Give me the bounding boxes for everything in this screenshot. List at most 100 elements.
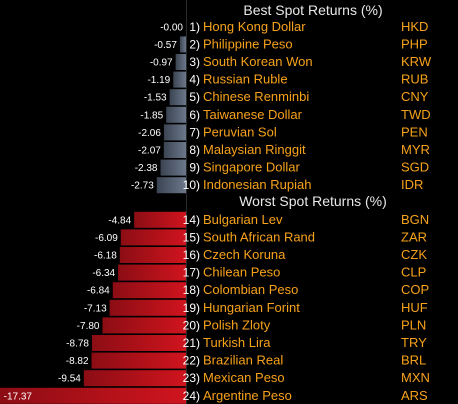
best-value-label-myr: -2.07 xyxy=(138,146,161,157)
worst-currency-name-mxn: Mexican Peso xyxy=(203,370,285,385)
best-bar-pen xyxy=(163,124,186,141)
labels-layer: -0.00 1) Hong Kong Dollar HKD -0.57 2) Philipp… xyxy=(4,19,432,403)
best-currency-code-idr: IDR xyxy=(401,177,423,192)
best-currency-name-sgd: Singapore Dollar xyxy=(203,160,301,175)
best-bar-krw xyxy=(175,54,186,70)
best-currency-code-pen: PEN xyxy=(401,124,428,139)
best-value-label-php: -0.57 xyxy=(154,40,177,51)
best-section-title: Best Spot Returns (%) xyxy=(243,2,382,18)
best-currency-name-twd: Taiwanese Dollar xyxy=(203,107,303,122)
best-currency-name-php: Philippine Peso xyxy=(203,36,293,51)
best-currency-code-twd: TWD xyxy=(401,107,431,122)
worst-value-label-ars: -17.37 xyxy=(4,391,33,402)
best-currency-code-php: PHP xyxy=(401,36,428,51)
worst-currency-code-zar: ZAR xyxy=(401,229,427,244)
best-rank-idr: 10) xyxy=(183,178,200,192)
best-value-label-krw: -0.97 xyxy=(150,58,173,69)
worst-value-label-try: -8.78 xyxy=(66,339,89,350)
best-value-label-cny: -1.53 xyxy=(144,93,167,104)
worst-currency-code-clp: CLP xyxy=(401,265,426,280)
worst-currency-code-huf: HUF xyxy=(401,300,428,315)
worst-value-label-brl: -8.82 xyxy=(66,356,89,367)
worst-section-title: Worst Spot Returns (%) xyxy=(239,193,387,209)
worst-rank-ars: 24) xyxy=(183,389,200,403)
best-rank-krw: 3) xyxy=(189,55,200,69)
worst-currency-name-try: Turkish Lira xyxy=(203,335,271,350)
best-value-label-twd: -1.85 xyxy=(140,110,163,121)
worst-currency-code-mxn: MXN xyxy=(401,370,430,385)
best-rank-pen: 7) xyxy=(189,125,200,139)
best-bar-cny xyxy=(169,89,186,106)
worst-currency-code-ars: ARS xyxy=(401,388,428,403)
worst-value-label-zar: -6.09 xyxy=(95,233,118,244)
worst-value-label-cop: -6.84 xyxy=(87,286,110,297)
worst-currency-name-clp: Chilean Peso xyxy=(203,265,280,280)
best-currency-code-sgd: SGD xyxy=(401,160,429,175)
best-value-label-pen: -2.06 xyxy=(138,128,161,139)
best-currency-name-idr: Indonesian Rupiah xyxy=(203,177,311,192)
worst-value-label-bgn: -4.84 xyxy=(108,215,131,226)
worst-value-label-czk: -6.18 xyxy=(94,251,117,262)
best-currency-name-myr: Malaysian Ringgit xyxy=(203,142,306,157)
worst-rank-huf: 19) xyxy=(183,301,200,315)
worst-bar-huf xyxy=(109,299,186,316)
best-bar-idr xyxy=(156,177,186,194)
best-bar-twd xyxy=(166,106,186,123)
worst-value-label-mxn: -9.54 xyxy=(58,374,81,385)
worst-currency-name-huf: Hungarian Forint xyxy=(203,300,300,315)
best-bar-php xyxy=(179,36,186,53)
worst-currency-name-bgn: Bulgarian Lev xyxy=(203,212,283,227)
worst-currency-name-cop: Colombian Peso xyxy=(203,282,298,297)
worst-value-label-clp: -6.34 xyxy=(92,268,115,279)
worst-bar-try xyxy=(91,335,186,351)
best-currency-code-cny: CNY xyxy=(401,89,429,104)
worst-currency-code-czk: CZK xyxy=(401,247,427,262)
worst-bar-clp xyxy=(118,264,186,281)
worst-bar-zar xyxy=(120,229,186,246)
best-value-label-idr: -2.73 xyxy=(131,181,154,192)
worst-currency-code-brl: BRL xyxy=(401,353,426,368)
worst-bar-pln xyxy=(102,317,186,334)
best-value-label-hkd: -0.00 xyxy=(160,22,183,33)
worst-bar-mxn xyxy=(83,370,186,387)
best-bar-myr xyxy=(163,142,186,158)
best-rank-twd: 6) xyxy=(189,108,200,122)
best-currency-name-pen: Peruvian Sol xyxy=(203,124,277,139)
worst-rank-mxn: 23) xyxy=(183,371,200,385)
best-currency-name-cny: Chinese Renminbi xyxy=(203,89,309,104)
worst-bar-cop xyxy=(112,282,186,299)
best-currency-name-rub: Russian Ruble xyxy=(203,72,288,87)
worst-rank-cop: 18) xyxy=(183,283,200,297)
best-rank-myr: 8) xyxy=(189,143,200,157)
worst-currency-code-cop: COP xyxy=(401,282,429,297)
best-rank-sgd: 9) xyxy=(189,161,200,175)
worst-value-label-huf: -7.13 xyxy=(84,303,107,314)
best-currency-code-krw: KRW xyxy=(401,54,432,69)
worst-rank-clp: 17) xyxy=(183,266,200,280)
best-currency-code-rub: RUB xyxy=(401,72,428,87)
worst-currency-name-brl: Brazilian Real xyxy=(203,353,283,368)
best-currency-name-krw: South Korean Won xyxy=(203,54,313,69)
worst-rank-pln: 20) xyxy=(183,318,200,332)
bars-layer xyxy=(0,0,187,404)
worst-currency-name-zar: South African Rand xyxy=(203,229,315,244)
worst-bar-czk xyxy=(119,247,186,263)
worst-currency-name-ars: Argentine Peso xyxy=(203,388,292,403)
best-currency-name-hkd: Hong Kong Dollar xyxy=(203,19,306,34)
worst-rank-zar: 15) xyxy=(183,230,200,244)
worst-value-label-pln: -7.80 xyxy=(77,321,100,332)
worst-currency-code-pln: PLN xyxy=(401,317,426,332)
best-currency-code-hkd: HKD xyxy=(401,19,428,34)
worst-bar-ars xyxy=(0,387,186,404)
worst-rank-bgn: 14) xyxy=(183,213,200,227)
best-value-label-rub: -1.19 xyxy=(147,75,170,86)
worst-currency-name-pln: Polish Zloty xyxy=(203,317,271,332)
worst-rank-brl: 22) xyxy=(183,354,200,368)
best-bar-rub xyxy=(173,71,186,88)
best-rank-php: 2) xyxy=(189,37,200,51)
worst-bar-bgn xyxy=(134,211,186,228)
worst-currency-code-bgn: BGN xyxy=(401,212,429,227)
best-bar-sgd xyxy=(160,159,186,176)
worst-currency-name-czk: Czech Koruna xyxy=(203,247,286,262)
